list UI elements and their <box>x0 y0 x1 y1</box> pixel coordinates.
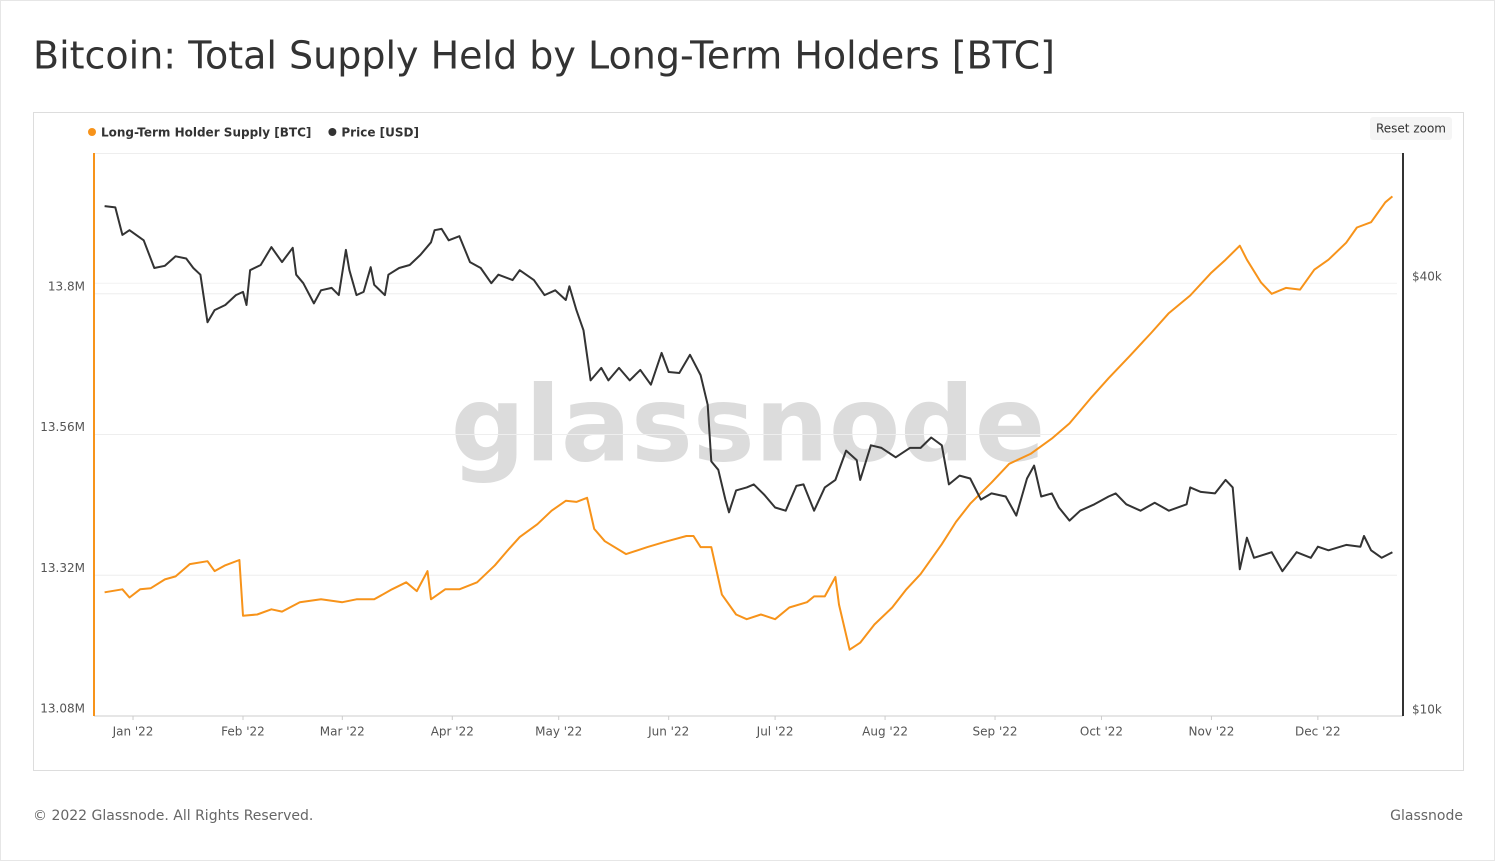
x-tick-label: Sep '22 <box>973 725 1018 739</box>
x-tick-label: May '22 <box>535 725 582 739</box>
y-tick-label: 13.8M <box>48 279 85 293</box>
x-tick-label: Dec '22 <box>1295 725 1341 739</box>
y2-tick-label: $40k <box>1412 270 1442 284</box>
chart-frame <box>33 112 1464 771</box>
legend-label: Price [USD] <box>341 126 419 140</box>
x-tick-label: Nov '22 <box>1189 725 1235 739</box>
y-tick-label: 13.56M <box>40 420 85 434</box>
series-line <box>104 205 1393 573</box>
x-tick-label: Aug '22 <box>862 725 908 739</box>
x-tick-label: Jun '22 <box>647 725 689 739</box>
reset-zoom-label[interactable]: Reset zoom <box>1376 122 1446 136</box>
legend-marker <box>88 128 96 136</box>
watermark: glassnode <box>451 363 1046 485</box>
x-tick-label: Oct '22 <box>1080 725 1123 739</box>
x-tick-label: Jan '22 <box>112 725 154 739</box>
x-tick-label: Mar '22 <box>320 725 365 739</box>
legend-marker <box>328 128 337 136</box>
footer-copyright: © 2022 Glassnode. All Rights Reserved. <box>33 808 313 824</box>
x-tick-label: Jul '22 <box>756 725 794 739</box>
reset-zoom-button[interactable] <box>1370 117 1452 140</box>
legend-label: Long-Term Holder Supply [BTC] <box>101 126 311 140</box>
y-tick-label: 13.32M <box>40 561 85 575</box>
x-tick-label: Feb '22 <box>221 725 265 739</box>
series-line <box>104 195 1394 651</box>
y2-tick-label: $10k <box>1412 703 1442 717</box>
x-tick-label: Apr '22 <box>431 725 474 739</box>
y-tick-label: 13.08M <box>40 702 85 716</box>
footer-brand: Glassnode <box>1390 808 1463 824</box>
chart-title: Bitcoin: Total Supply Held by Long-Term … <box>33 34 1055 78</box>
